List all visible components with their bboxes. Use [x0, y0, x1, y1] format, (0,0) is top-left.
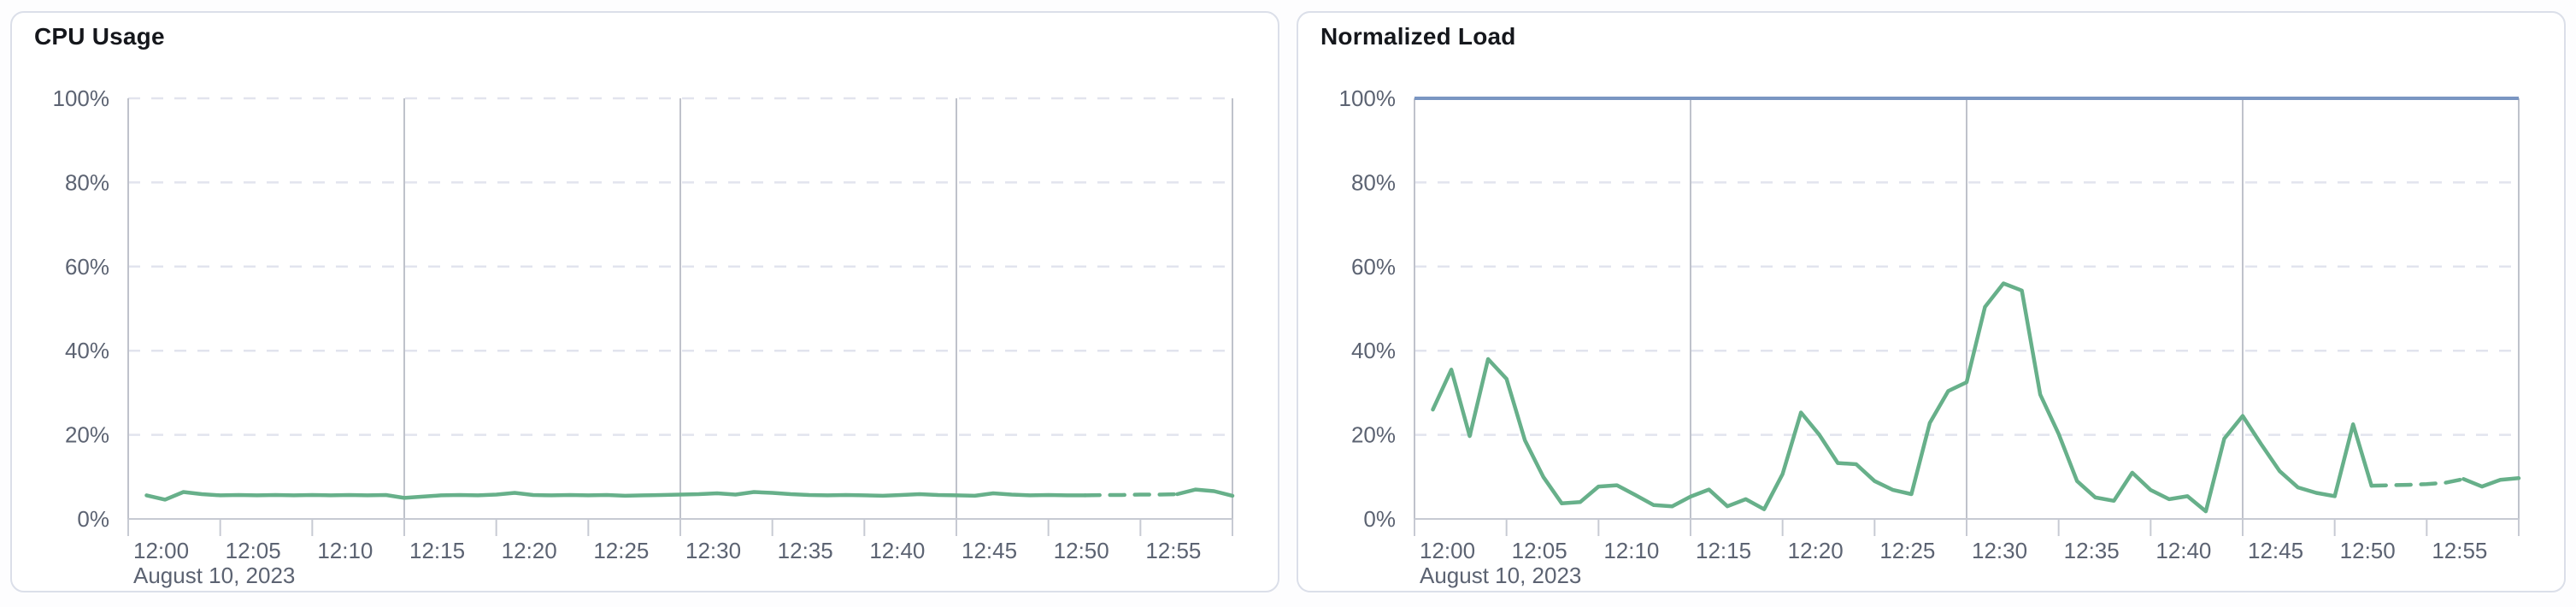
y-tick-label: 100% [53, 85, 110, 111]
date-label: August 10, 2023 [133, 563, 295, 588]
x-tick-label: 12:40 [869, 538, 925, 563]
x-tick-label: 12:55 [2432, 538, 2487, 563]
y-tick-label: 80% [65, 169, 109, 195]
x-tick-label: 12:10 [317, 538, 373, 563]
y-tick-label: 40% [65, 338, 109, 363]
x-tick-label: 12:20 [502, 538, 557, 563]
cpu-usage-card: CPU Usage 12:00 12:05 12:10 12:15 12:20 12:25… [10, 11, 1279, 592]
x-tick-label: 12:35 [2064, 538, 2120, 563]
y-tick-label: 60% [65, 254, 109, 280]
x-tick-label: 12:55 [1145, 538, 1201, 563]
y-tick-label: 40% [1351, 338, 1396, 363]
x-tick-label: 12:05 [226, 538, 281, 563]
y-tick-label: 80% [1351, 169, 1396, 195]
normalized-load-card: Normalized Load 12:00 12:05 12:10 12:15 12:2… [1297, 11, 2566, 592]
date-label: August 10, 2023 [1420, 563, 1581, 588]
chart-title-cpu-usage: CPU Usage [34, 23, 165, 50]
x-tick-label: 12:30 [685, 538, 741, 563]
series-line-solid [144, 490, 1087, 502]
x-tick-label: 12:15 [409, 538, 465, 563]
y-tick-label: 20% [1351, 422, 1396, 448]
x-tick-label: 12:50 [1054, 538, 1109, 563]
y-tick-label: 0% [1363, 506, 1396, 532]
y-tick-label: 100% [1339, 85, 1397, 111]
series-line-dashed [1083, 492, 1179, 498]
x-tick-label: 12:35 [778, 538, 833, 563]
x-tick-label: 12:45 [962, 538, 1017, 563]
x-tick-label: 12:20 [1788, 538, 1844, 563]
x-tick-label: 12:10 [1603, 538, 1659, 563]
series-line-tail [1175, 487, 1235, 498]
x-tick-label: 12:00 [133, 538, 189, 563]
x-tick-label: 12:50 [2340, 538, 2396, 563]
y-tick-label: 0% [77, 506, 109, 532]
cpu-usage-chart: 12:00 12:05 12:10 12:15 12:20 12:25 12:30 12:35… [53, 85, 1235, 588]
x-tick-label: 12:45 [2248, 538, 2303, 563]
x-tick-label: 12:05 [1512, 538, 1567, 563]
x-tick-label: 12:00 [1420, 538, 1475, 563]
series-line-solid [1431, 281, 2373, 514]
x-tick-label: 12:25 [593, 538, 649, 563]
chart-title-normalized-load: Normalized Load [1320, 23, 1516, 50]
x-tick-label: 12:15 [1696, 538, 1751, 563]
y-tick-label: 60% [1351, 254, 1396, 280]
x-tick-label: 12:40 [2155, 538, 2211, 563]
y-tick-label: 20% [65, 422, 109, 448]
series-line-tail [2461, 476, 2521, 489]
series-line-dashed [2369, 477, 2466, 488]
normalized-load-chart: 12:00 12:05 12:10 12:15 12:20 12:25 12:30 12:35… [1339, 85, 2521, 588]
x-tick-label: 12:25 [1879, 538, 1935, 563]
x-tick-label: 12:30 [1972, 538, 2027, 563]
